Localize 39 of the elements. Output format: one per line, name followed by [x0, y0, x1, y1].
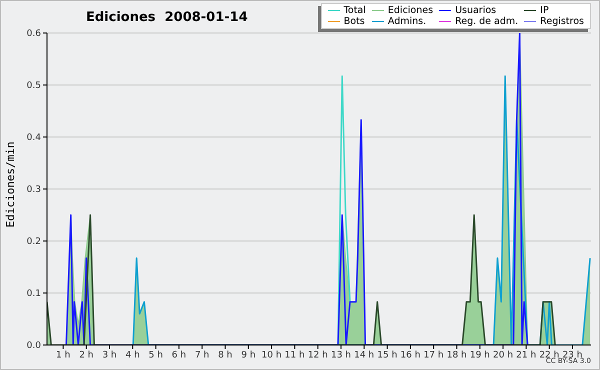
- x-tick-label: 20 h: [493, 350, 514, 360]
- x-tick-label: 12 h: [308, 350, 328, 360]
- y-tick-label: 0.0: [26, 341, 42, 352]
- y-tick-label: 0.1: [26, 289, 41, 300]
- line-series: [337, 75, 351, 345]
- x-tick-label: 5 h: [148, 350, 163, 360]
- x-tick-label: 8 h: [218, 350, 232, 360]
- legend-label: Ediciones: [388, 5, 434, 16]
- legend-label: Total: [344, 5, 366, 16]
- x-tick-label: 17 h: [424, 350, 444, 360]
- x-tick-label: 4 h: [126, 350, 140, 360]
- legend-label: IP: [540, 5, 549, 16]
- legend-label: Registros: [540, 16, 584, 27]
- x-tick-label: 14 h: [354, 350, 374, 360]
- x-tick-label: 10 h: [262, 350, 282, 360]
- x-tick-label: 9 h: [241, 350, 256, 360]
- x-tick-label: 15 h: [377, 350, 398, 360]
- x-tick-label: 21 h: [516, 350, 536, 360]
- x-tick-label: 13 h: [330, 350, 352, 360]
- y-axis-title: Ediciones/min: [4, 141, 17, 228]
- x-tick-label: 11 h: [284, 350, 305, 360]
- y-tick-label: 0.3: [26, 185, 41, 196]
- x-tick-label: 18 h: [446, 350, 467, 360]
- legend-label: Admins.: [388, 16, 426, 27]
- y-tick-label: 0.6: [26, 29, 42, 40]
- y-tick-label: 0.4: [26, 133, 42, 144]
- x-tick-label: 2 h: [79, 350, 94, 360]
- legend-label: Reg. de adm.: [455, 16, 518, 27]
- x-tick-label: 3 h: [102, 350, 117, 360]
- legend-label: Bots: [344, 16, 365, 27]
- x-tick-label: 6 h: [172, 350, 186, 360]
- x-tick-label: 7 h: [194, 350, 210, 360]
- x-tick-label: 1 h: [56, 350, 70, 360]
- legend-label: Usuarios: [455, 5, 496, 16]
- y-tick-label: 0.5: [26, 81, 41, 92]
- y-tick-label: 0.2: [26, 237, 41, 248]
- x-tick-label: 16 h: [400, 350, 420, 360]
- chart-title: Ediciones 2008-01-14: [86, 10, 248, 25]
- x-tick-label: 19 h: [470, 350, 490, 360]
